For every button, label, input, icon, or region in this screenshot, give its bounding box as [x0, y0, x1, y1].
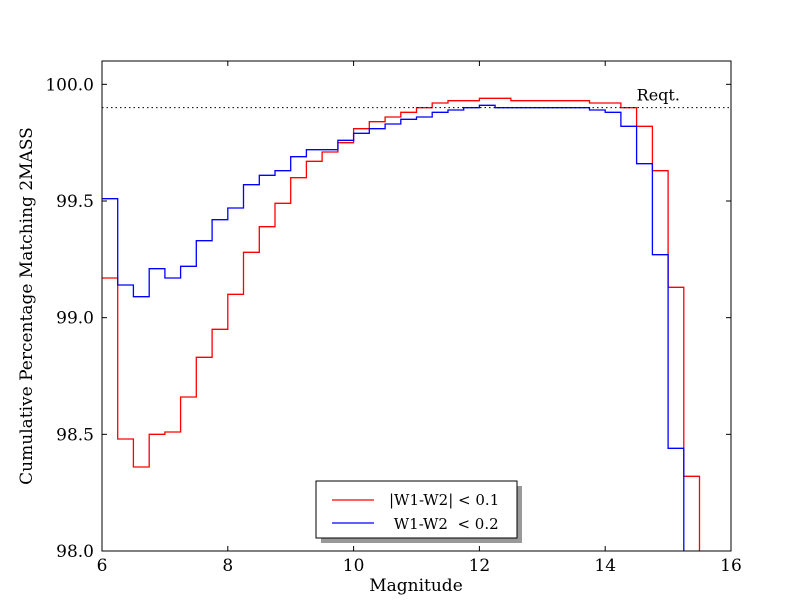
x-tick-label: 12	[469, 556, 491, 576]
series-line-0	[102, 97, 701, 551]
y-tick-label: 100.0	[45, 75, 94, 95]
x-axis-label: Magnitude	[369, 576, 463, 596]
series-line-1	[102, 104, 685, 551]
x-tick-label: 10	[343, 556, 365, 576]
y-tick-label: 99.0	[56, 309, 94, 329]
y-tick-label: 99.5	[56, 192, 94, 212]
x-tick-label: 16	[720, 556, 742, 576]
x-tick-label: 14	[594, 556, 616, 576]
legend-label-red: |W1-W2| < 0.1	[389, 491, 499, 509]
legend: |W1-W2| < 0.1 W1-W2 < 0.2	[315, 480, 522, 543]
y-axis-ticks: 98.0 98.5 99.0 99.5 100.0	[45, 75, 731, 562]
y-tick-label: 98.5	[56, 425, 94, 445]
legend-label-blue: W1-W2 < 0.2	[389, 515, 499, 533]
x-tick-label: 6	[97, 556, 108, 576]
legend-box	[315, 480, 518, 539]
plot-frame	[101, 60, 732, 552]
x-axis-ticks: 6 8 10 12 14 16	[97, 61, 742, 576]
y-axis-label: Cumulative Percentage Matching 2MASS	[17, 127, 37, 485]
y-tick-label: 98.0	[56, 542, 94, 562]
plot-area	[102, 61, 731, 551]
x-tick-label: 8	[222, 556, 233, 576]
series-layer	[102, 97, 701, 551]
reference-line-label: Reqt.	[637, 86, 680, 105]
